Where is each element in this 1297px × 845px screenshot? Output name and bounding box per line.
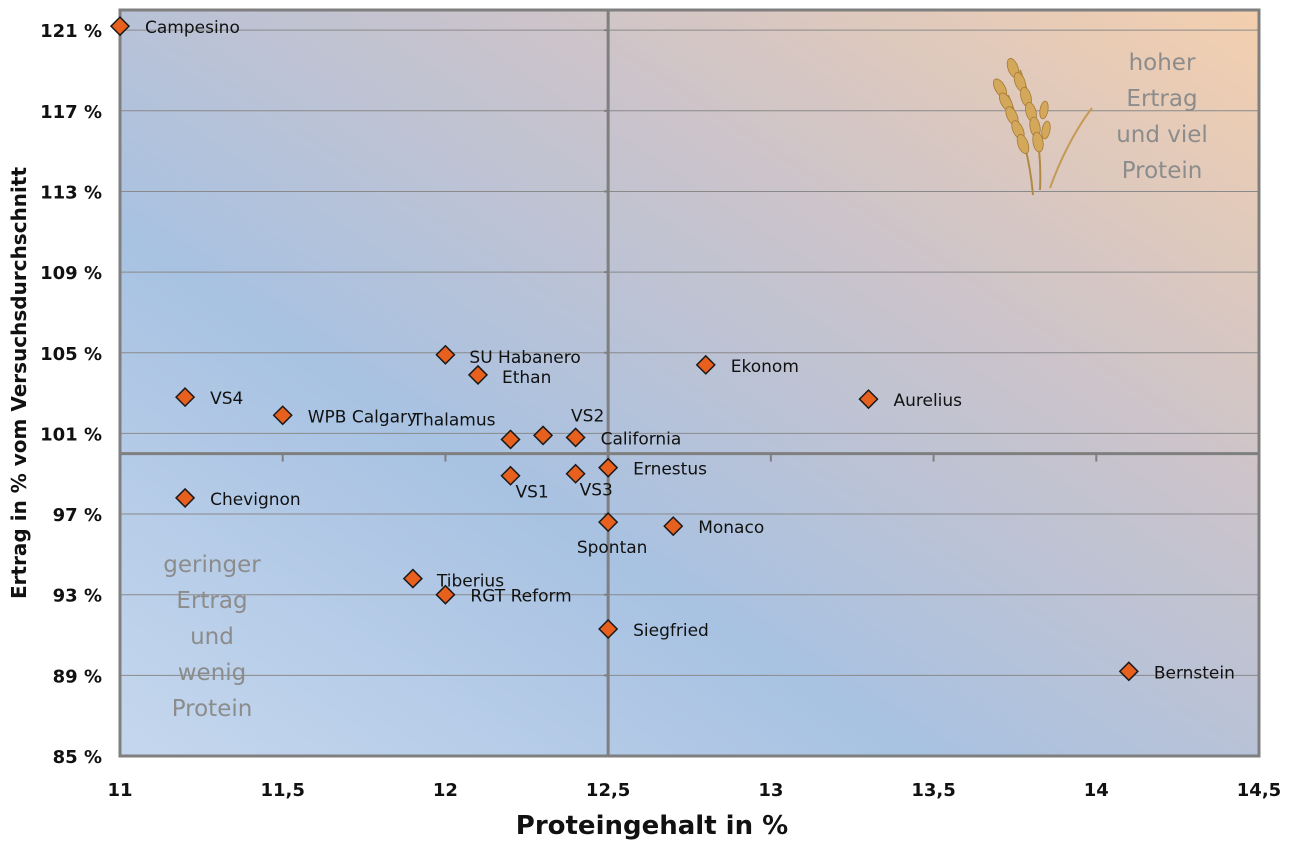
data-point: [435, 584, 456, 605]
x-tick-label: 13: [758, 780, 783, 801]
data-point: [598, 457, 619, 478]
data-label: RGT Reform: [470, 587, 571, 607]
data-label: SU Habanero: [469, 348, 580, 368]
data-point: [435, 344, 456, 365]
x-tick-label: 11: [107, 780, 132, 801]
data-label: Spontan: [577, 538, 648, 558]
data-label: Ernestus: [633, 460, 707, 480]
data-point: [598, 618, 619, 640]
data-label: VS4: [210, 389, 243, 409]
quadrant-label-line: wenig: [178, 660, 247, 686]
x-tick-label: 14,5: [1237, 780, 1281, 801]
data-point: [109, 16, 131, 37]
quadrant-label-line: Ertrag: [176, 588, 247, 614]
quadrant-label-line: Ertrag: [1126, 86, 1197, 112]
data-point: [175, 487, 196, 508]
data-label: Chevignon: [210, 490, 301, 510]
data-label: Ekonom: [731, 357, 799, 377]
data-point: [500, 429, 521, 450]
gridlines: [120, 29, 1259, 757]
data-label: Siegfried: [633, 621, 709, 641]
data-label: Campesino: [145, 18, 240, 38]
data-point: [565, 427, 586, 448]
x-axis-ticks: 11 11,5 12 12,5 13 13,5 14 14,5: [107, 780, 1281, 801]
wheat-icon: [992, 58, 1093, 196]
plot-border: [118, 8, 1261, 758]
data-label: Ethan: [502, 368, 551, 388]
data-label: WPB Calgary: [308, 407, 417, 427]
quadrant-annotations: hoher Ertrag und viel Protein geringer Ertrag…: [163, 50, 1208, 722]
y-tick-label: 93 %: [53, 586, 102, 607]
data-point: [467, 364, 489, 385]
data-label: Thalamus: [412, 410, 496, 430]
y-tick-label: 117 %: [40, 102, 102, 123]
y-tick-label: 105 %: [40, 344, 102, 365]
y-tick-label: 121 %: [40, 21, 102, 42]
plot-area: [120, 10, 1259, 756]
data-label: Aurelius: [893, 391, 962, 411]
y-axis-ticks: 85 % 89 % 93 % 97 % 101 % 105 % 109 % 113 % 117 …: [40, 21, 102, 768]
quadrant-label-line: Protein: [172, 696, 253, 722]
x-tick-label: 14: [1084, 780, 1109, 801]
x-tick-label: 12,5: [586, 780, 630, 801]
data-point: [272, 405, 293, 426]
data-label: Tiberius: [436, 572, 504, 592]
quadrant-label-line: Protein: [1122, 158, 1203, 184]
data-point: [695, 354, 716, 375]
data-point: [858, 389, 879, 410]
y-tick-label: 97 %: [53, 505, 102, 526]
data-label: California: [601, 429, 682, 449]
quadrant-label-line: hoher: [1129, 50, 1196, 76]
data-point: [565, 463, 586, 484]
y-axis-label: Ertrag in % vom Versuchsdurchschnitt: [7, 167, 31, 599]
y-tick-label: 101 %: [40, 424, 102, 445]
data-label: Bernstein: [1154, 663, 1235, 683]
data-point: [532, 425, 554, 446]
data-point: [175, 387, 196, 408]
data-point: [500, 465, 521, 486]
x-axis-label: Proteingehalt in %: [516, 811, 788, 841]
data-label: VS2: [571, 406, 604, 426]
x-tick-label: 11,5: [261, 780, 305, 801]
data-label: Monaco: [698, 518, 764, 538]
data-label: VS3: [580, 481, 613, 501]
data-point: [1118, 661, 1139, 682]
quadrant-label-line: und: [190, 624, 234, 650]
data-point: [598, 512, 619, 533]
data-point: [402, 568, 423, 589]
x-tick-label: 13,5: [911, 780, 955, 801]
quadrant-label-line: geringer: [163, 552, 261, 578]
data-label: VS1: [516, 483, 549, 503]
y-tick-label: 109 %: [40, 263, 102, 284]
quadrant-label-line: und viel: [1116, 122, 1208, 148]
y-tick-label: 113 %: [40, 182, 102, 203]
y-tick-label: 85 %: [53, 747, 102, 768]
y-tick-label: 89 %: [53, 666, 102, 687]
data-point: [663, 516, 684, 537]
x-tick-label: 12: [433, 780, 458, 801]
